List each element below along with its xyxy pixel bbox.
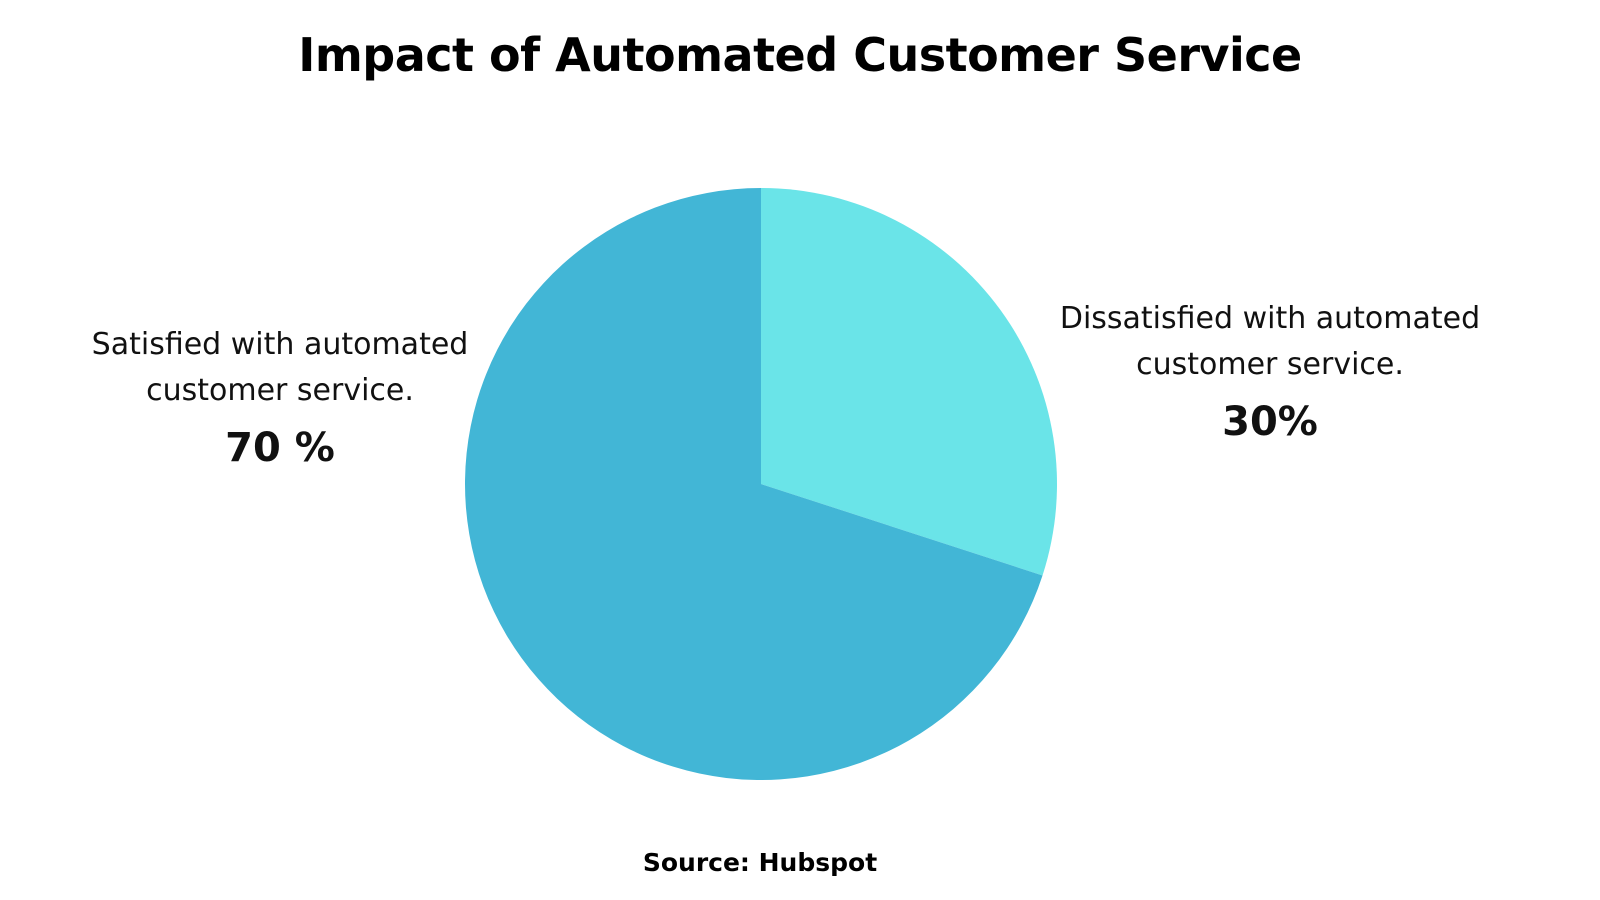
pie-slice-satisfied	[465, 188, 1043, 780]
chart-title: Impact of Automated Customer Service	[298, 28, 1302, 82]
slice-label-dissatisfied-line-2: customer service.	[1136, 347, 1404, 382]
pie-slice-dissatisfied	[761, 188, 1057, 576]
slice-label-satisfied: Satisfied with automated customer servic…	[60, 322, 500, 478]
pie-slices	[465, 188, 1057, 780]
slice-label-dissatisfied-line-1: Dissatisfied with automated	[1059, 301, 1481, 336]
slice-value-dissatisfied: 30%	[1222, 399, 1318, 445]
chart-source: Source: Hubspot	[642, 848, 878, 877]
slice-label-dissatisfied: Dissatisfied with automated customer ser…	[1030, 296, 1510, 452]
slice-label-satisfied-line-2: customer service.	[146, 373, 414, 408]
slice-label-satisfied-line-1: Satisfied with automated	[91, 327, 469, 362]
slice-value-satisfied: 70 %	[225, 425, 335, 471]
